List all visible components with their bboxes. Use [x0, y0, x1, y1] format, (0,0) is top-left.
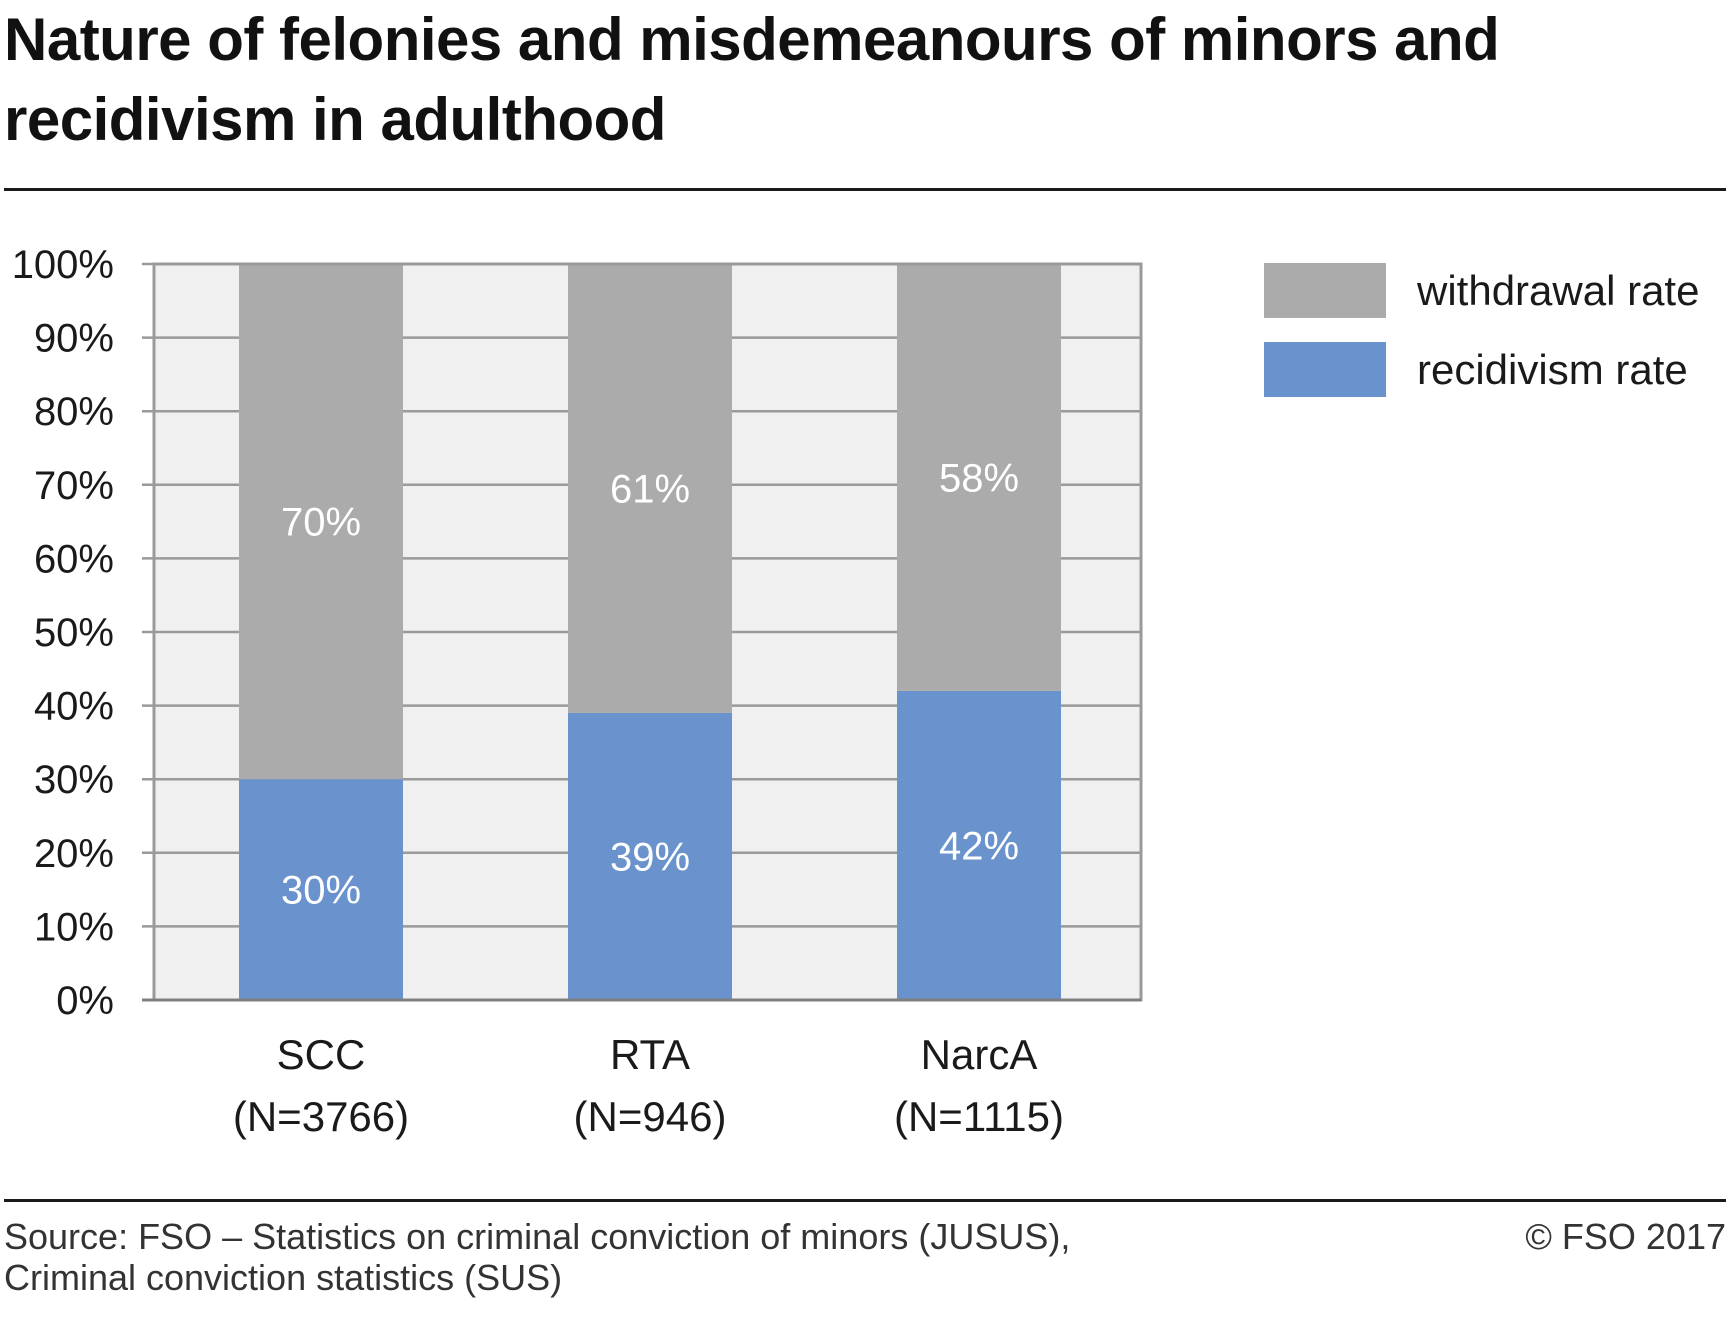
y-tick-label: 80% [34, 390, 114, 434]
y-tick-label: 50% [34, 611, 114, 655]
legend-label: withdrawal rate [1416, 267, 1699, 314]
source-text-line-1: Source: FSO – Statistics on criminal con… [4, 1216, 1071, 1257]
y-tick-label: 70% [34, 464, 114, 508]
legend: withdrawal rate recidivism rate [1264, 263, 1699, 397]
legend-label: recidivism rate [1417, 346, 1688, 393]
y-tick-label: 90% [34, 317, 114, 361]
bar-segment [897, 690, 1061, 1000]
data-label: 42% [939, 824, 1019, 868]
plot-area: 30% 70% SCC (N=3766) 39% 61% RTA (N=946) 42% 58% N… [12, 243, 1143, 1140]
data-label: 58% [939, 456, 1019, 500]
x-tick-sample-size: (N=946) [574, 1093, 727, 1140]
y-tick-label: 30% [34, 758, 114, 802]
y-tick-label: 100% [12, 243, 114, 287]
x-tick-sample-size: (N=1115) [894, 1093, 1064, 1140]
data-label: 39% [610, 835, 690, 879]
y-tick-label: 20% [34, 832, 114, 876]
y-tick-label: 40% [34, 685, 114, 729]
data-label: 30% [281, 869, 361, 913]
legend-swatch [1264, 263, 1386, 318]
x-tick-label: RTA [610, 1031, 690, 1078]
data-label: 61% [610, 467, 690, 511]
bar-segment [568, 264, 732, 713]
y-tick-label: 60% [34, 537, 114, 581]
bar-segment [239, 779, 403, 1000]
y-tick-label: 0% [56, 979, 114, 1023]
y-tick-label: 10% [34, 905, 114, 949]
source-text-line-2: Criminal conviction statistics (SUS) [4, 1257, 563, 1298]
bar-segment [239, 264, 403, 780]
footer-divider [4, 1199, 1726, 1202]
chart-title: Nature of felonies and misdemeanours of … [4, 6, 1500, 153]
data-label: 70% [281, 501, 361, 545]
x-tick-label: SCC [277, 1031, 366, 1078]
legend-swatch [1264, 342, 1386, 397]
title-divider [4, 188, 1726, 191]
x-tick-label: NarcA [921, 1031, 1038, 1078]
x-tick-sample-size: (N=3766) [233, 1093, 409, 1140]
bar-segment [568, 712, 732, 1000]
bar-segment [897, 264, 1061, 691]
copyright-text: © FSO 2017 [1525, 1216, 1726, 1257]
